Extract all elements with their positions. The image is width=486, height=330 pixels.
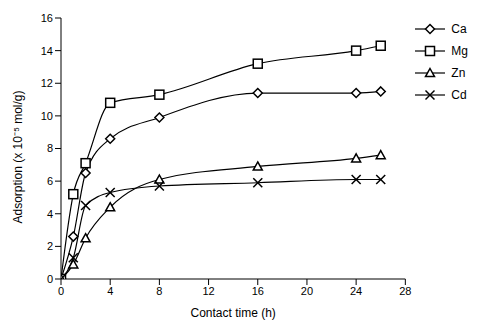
svg-text:12: 12 (202, 285, 214, 297)
svg-text:16: 16 (252, 285, 264, 297)
svg-text:Adsorption (x 10⁻⁵ mol/g): Adsorption (x 10⁻⁵ mol/g) (11, 90, 25, 223)
svg-text:0: 0 (47, 273, 53, 285)
svg-text:16: 16 (41, 12, 53, 24)
svg-text:8: 8 (47, 142, 53, 154)
html-text:Zn: Zn (451, 66, 466, 80)
html-text:Mg: Mg (451, 44, 468, 58)
svg-text:4: 4 (107, 285, 113, 297)
html-text:Ca: Ca (451, 22, 467, 36)
svg-text:14: 14 (41, 45, 53, 57)
svg-text:6: 6 (47, 175, 53, 187)
svg-text:12: 12 (41, 77, 53, 89)
svg-text:4: 4 (47, 208, 53, 220)
svg-text:8: 8 (156, 285, 162, 297)
svg-text:20: 20 (301, 285, 313, 297)
svg-text:10: 10 (41, 110, 53, 122)
html-text:Cd: Cd (451, 88, 467, 102)
svg-text:24: 24 (350, 285, 362, 297)
svg-text:2: 2 (47, 240, 53, 252)
svg-text:Contact time (h): Contact time (h) (190, 306, 275, 320)
svg-text:0: 0 (58, 285, 64, 297)
svg-text:28: 28 (399, 285, 411, 297)
